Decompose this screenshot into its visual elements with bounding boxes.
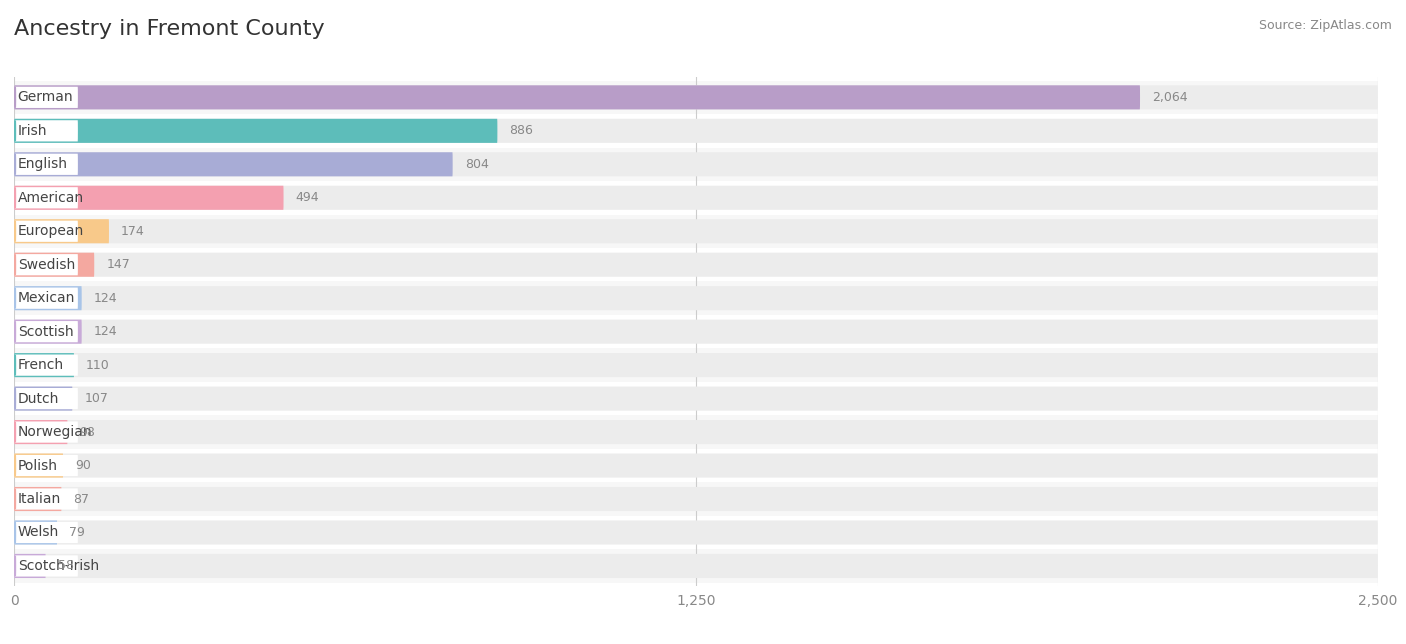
FancyBboxPatch shape	[14, 319, 1378, 344]
Text: European: European	[18, 224, 84, 238]
FancyBboxPatch shape	[15, 120, 77, 142]
Text: 58: 58	[58, 560, 73, 573]
Text: American: American	[18, 191, 84, 205]
FancyBboxPatch shape	[14, 286, 82, 310]
FancyBboxPatch shape	[15, 187, 77, 209]
FancyBboxPatch shape	[15, 288, 77, 308]
FancyBboxPatch shape	[14, 152, 453, 176]
Text: Scottish: Scottish	[18, 325, 73, 339]
FancyBboxPatch shape	[14, 453, 63, 478]
FancyBboxPatch shape	[14, 315, 1378, 348]
Text: 804: 804	[464, 158, 488, 171]
FancyBboxPatch shape	[14, 348, 1378, 382]
FancyBboxPatch shape	[14, 214, 1378, 248]
FancyBboxPatch shape	[14, 252, 1378, 277]
FancyBboxPatch shape	[14, 353, 1378, 377]
FancyBboxPatch shape	[15, 254, 77, 276]
Text: 98: 98	[80, 426, 96, 439]
Text: 124: 124	[94, 292, 117, 305]
FancyBboxPatch shape	[14, 185, 1378, 210]
FancyBboxPatch shape	[14, 252, 94, 277]
FancyBboxPatch shape	[14, 80, 1378, 114]
FancyBboxPatch shape	[15, 355, 77, 375]
FancyBboxPatch shape	[14, 281, 1378, 315]
Text: Ancestry in Fremont County: Ancestry in Fremont County	[14, 19, 325, 39]
FancyBboxPatch shape	[14, 85, 1140, 109]
Text: Irish: Irish	[18, 124, 48, 138]
FancyBboxPatch shape	[14, 386, 1378, 411]
Text: Norwegian: Norwegian	[18, 425, 93, 439]
Text: German: German	[18, 90, 73, 104]
Text: Dutch: Dutch	[18, 392, 59, 406]
FancyBboxPatch shape	[14, 554, 46, 578]
FancyBboxPatch shape	[14, 353, 75, 377]
FancyBboxPatch shape	[14, 181, 1378, 214]
FancyBboxPatch shape	[15, 154, 77, 175]
Text: 2,064: 2,064	[1152, 91, 1188, 104]
Text: Polish: Polish	[18, 459, 58, 473]
FancyBboxPatch shape	[14, 386, 73, 411]
FancyBboxPatch shape	[14, 520, 58, 545]
Text: 886: 886	[509, 124, 533, 137]
Text: 147: 147	[107, 258, 129, 271]
FancyBboxPatch shape	[14, 415, 1378, 449]
FancyBboxPatch shape	[14, 554, 1378, 578]
FancyBboxPatch shape	[15, 488, 77, 509]
FancyBboxPatch shape	[14, 319, 82, 344]
FancyBboxPatch shape	[14, 118, 498, 143]
FancyBboxPatch shape	[15, 388, 77, 409]
FancyBboxPatch shape	[15, 555, 77, 576]
FancyBboxPatch shape	[14, 482, 1378, 516]
FancyBboxPatch shape	[14, 453, 1378, 478]
FancyBboxPatch shape	[14, 487, 1378, 511]
FancyBboxPatch shape	[14, 85, 1378, 109]
FancyBboxPatch shape	[14, 219, 1378, 243]
Text: 79: 79	[69, 526, 84, 539]
FancyBboxPatch shape	[14, 185, 284, 210]
Text: 494: 494	[295, 191, 319, 204]
FancyBboxPatch shape	[15, 421, 77, 442]
FancyBboxPatch shape	[14, 114, 1378, 147]
Text: 110: 110	[86, 359, 110, 372]
Text: English: English	[18, 157, 67, 171]
Text: French: French	[18, 358, 63, 372]
Text: 124: 124	[94, 325, 117, 338]
FancyBboxPatch shape	[14, 248, 1378, 281]
FancyBboxPatch shape	[14, 420, 1378, 444]
Text: Welsh: Welsh	[18, 526, 59, 540]
FancyBboxPatch shape	[15, 321, 77, 342]
FancyBboxPatch shape	[15, 221, 77, 242]
FancyBboxPatch shape	[14, 487, 62, 511]
FancyBboxPatch shape	[14, 152, 1378, 176]
Text: 87: 87	[73, 493, 90, 506]
Text: 107: 107	[84, 392, 108, 405]
Text: Scotch-Irish: Scotch-Irish	[18, 559, 98, 573]
FancyBboxPatch shape	[15, 87, 77, 108]
FancyBboxPatch shape	[14, 219, 110, 243]
FancyBboxPatch shape	[14, 516, 1378, 549]
FancyBboxPatch shape	[15, 455, 77, 476]
FancyBboxPatch shape	[14, 449, 1378, 482]
FancyBboxPatch shape	[14, 286, 1378, 310]
FancyBboxPatch shape	[15, 522, 77, 543]
FancyBboxPatch shape	[14, 549, 1378, 583]
Text: 174: 174	[121, 225, 145, 238]
FancyBboxPatch shape	[14, 382, 1378, 415]
Text: Source: ZipAtlas.com: Source: ZipAtlas.com	[1258, 19, 1392, 32]
FancyBboxPatch shape	[14, 118, 1378, 143]
FancyBboxPatch shape	[14, 520, 1378, 545]
FancyBboxPatch shape	[14, 147, 1378, 181]
Text: Swedish: Swedish	[18, 258, 75, 272]
Text: 90: 90	[75, 459, 91, 472]
Text: Italian: Italian	[18, 492, 60, 506]
Text: Mexican: Mexican	[18, 291, 75, 305]
FancyBboxPatch shape	[14, 420, 67, 444]
